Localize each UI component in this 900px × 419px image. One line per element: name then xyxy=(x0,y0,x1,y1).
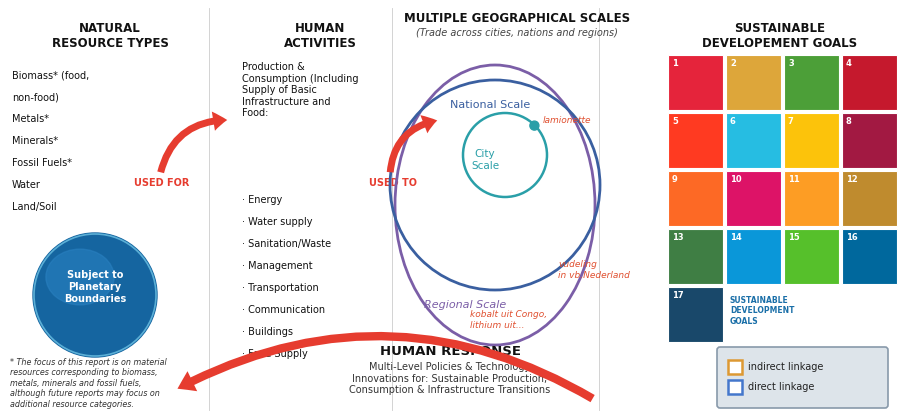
Text: 11: 11 xyxy=(788,175,800,184)
FancyArrowPatch shape xyxy=(387,115,437,173)
Text: 13: 13 xyxy=(672,233,684,242)
Bar xyxy=(728,380,742,394)
Text: · Management: · Management xyxy=(242,261,312,271)
Bar xyxy=(726,171,781,226)
Text: 17: 17 xyxy=(672,291,684,300)
Text: Subject to
Planetary
Boundaries: Subject to Planetary Boundaries xyxy=(64,270,126,304)
Text: kobalt uit Congo,
lithium uit...: kobalt uit Congo, lithium uit... xyxy=(470,310,547,330)
Bar xyxy=(784,229,839,284)
Text: 8: 8 xyxy=(846,117,851,126)
Text: Biomass* (food,: Biomass* (food, xyxy=(12,70,89,80)
Bar xyxy=(784,55,839,110)
Bar xyxy=(842,113,897,168)
FancyBboxPatch shape xyxy=(717,347,888,408)
Bar xyxy=(668,55,723,110)
Text: Metals*: Metals* xyxy=(12,114,49,124)
Bar xyxy=(784,113,839,168)
Text: SUSTAINABLE
DEVELOPMENT
GOALS: SUSTAINABLE DEVELOPMENT GOALS xyxy=(730,296,795,326)
Text: Land/Soil: Land/Soil xyxy=(12,202,57,212)
Bar xyxy=(784,171,839,226)
Bar xyxy=(668,113,723,168)
Text: · Buildings: · Buildings xyxy=(242,327,293,337)
Text: * The focus of this report is on material
resources corresponding to biomass,
me: * The focus of this report is on materia… xyxy=(10,358,166,409)
Text: HUMAN RESPONSE: HUMAN RESPONSE xyxy=(380,345,520,358)
Text: City
Scale: City Scale xyxy=(471,149,500,171)
Text: 15: 15 xyxy=(788,233,800,242)
Bar xyxy=(668,229,723,284)
Text: USED FOR: USED FOR xyxy=(134,178,190,188)
Bar xyxy=(728,360,742,374)
Text: (Trade across cities, nations and regions): (Trade across cities, nations and region… xyxy=(416,28,618,38)
Text: Fossil Fuels*: Fossil Fuels* xyxy=(12,158,72,168)
Text: 4: 4 xyxy=(846,59,852,68)
Text: 9: 9 xyxy=(672,175,678,184)
Text: Production &
Consumption (Including
Supply of Basic
Infrastructure and
Food:: Production & Consumption (Including Supp… xyxy=(242,62,358,119)
Circle shape xyxy=(33,233,157,357)
Bar xyxy=(842,229,897,284)
Text: indirect linkage: indirect linkage xyxy=(748,362,824,372)
Bar xyxy=(726,55,781,110)
Text: vudeling
in vb.Nederland: vudeling in vb.Nederland xyxy=(558,260,630,280)
Text: · Communication: · Communication xyxy=(242,305,325,315)
Circle shape xyxy=(530,121,539,130)
Text: 16: 16 xyxy=(846,233,858,242)
Text: 10: 10 xyxy=(730,175,742,184)
Text: non-food): non-food) xyxy=(12,92,58,102)
Text: · Sanitation/Waste: · Sanitation/Waste xyxy=(242,239,331,249)
Bar xyxy=(668,171,723,226)
Text: 6: 6 xyxy=(730,117,736,126)
FancyArrowPatch shape xyxy=(158,111,227,173)
Text: 2: 2 xyxy=(730,59,736,68)
Text: SUSTAINABLE
DEVELOPEMENT GOALS: SUSTAINABLE DEVELOPEMENT GOALS xyxy=(702,22,858,50)
Text: 14: 14 xyxy=(730,233,742,242)
Text: · Transportation: · Transportation xyxy=(242,283,319,293)
Text: 5: 5 xyxy=(672,117,678,126)
Ellipse shape xyxy=(46,249,114,305)
Text: · Food Supply: · Food Supply xyxy=(242,349,308,359)
Text: direct linkage: direct linkage xyxy=(748,382,814,392)
FancyArrowPatch shape xyxy=(177,332,595,402)
Bar xyxy=(842,55,897,110)
Text: · Water supply: · Water supply xyxy=(242,217,312,227)
Text: 1: 1 xyxy=(672,59,678,68)
Text: lamionette: lamionette xyxy=(543,116,591,125)
Text: · Energy: · Energy xyxy=(242,195,283,205)
Text: NATURAL
RESOURCE TYPES: NATURAL RESOURCE TYPES xyxy=(51,22,168,50)
Text: Multi-Level Policies & Technology
Innovations for: Sustainable Production,
Consu: Multi-Level Policies & Technology Innova… xyxy=(349,362,551,395)
Text: 12: 12 xyxy=(846,175,858,184)
Text: Water: Water xyxy=(12,180,40,190)
Bar xyxy=(668,287,723,342)
Text: 3: 3 xyxy=(788,59,794,68)
Text: USED TO: USED TO xyxy=(369,178,417,188)
Text: HUMAN
ACTIVITIES: HUMAN ACTIVITIES xyxy=(284,22,356,50)
Text: Regional Scale: Regional Scale xyxy=(424,300,506,310)
Bar xyxy=(726,229,781,284)
Text: National Scale: National Scale xyxy=(450,100,530,110)
Text: 7: 7 xyxy=(788,117,794,126)
Bar xyxy=(726,113,781,168)
Bar xyxy=(842,171,897,226)
Text: MULTIPLE GEOGRAPHICAL SCALES: MULTIPLE GEOGRAPHICAL SCALES xyxy=(404,12,630,25)
Text: Minerals*: Minerals* xyxy=(12,136,58,146)
